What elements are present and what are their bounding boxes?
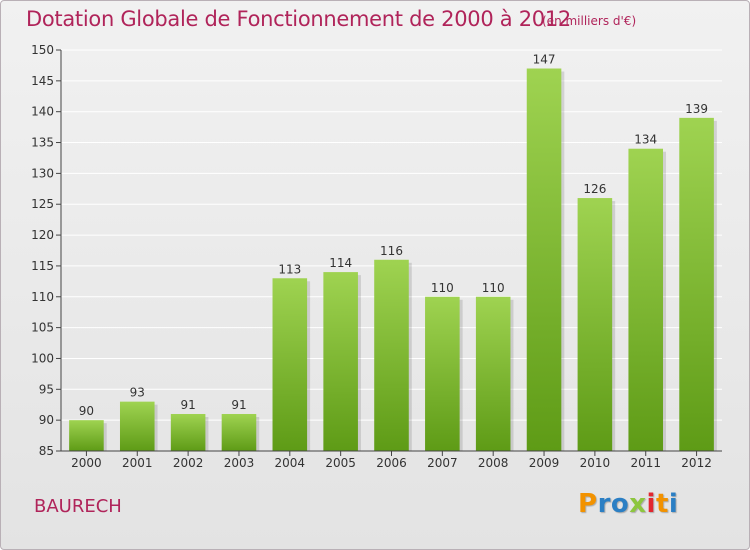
logo-letter: x — [629, 489, 647, 519]
data-label: 126 — [583, 182, 606, 196]
bar-2003 — [221, 413, 257, 451]
logo-letter: i — [668, 489, 679, 519]
x-tick-label: 2004 — [275, 456, 306, 470]
bar-2008 — [475, 296, 511, 451]
x-tick-label: 2010 — [580, 456, 611, 470]
y-tick-label: 95 — [39, 382, 54, 396]
proxiti-logo: Proxiti — [578, 489, 678, 519]
y-tick-label: 120 — [31, 228, 54, 242]
x-tick-label: 2006 — [376, 456, 407, 470]
bar-2010 — [577, 198, 613, 451]
chart-unit: (en milliers d'€) — [542, 14, 637, 28]
y-tick-label: 115 — [31, 259, 54, 273]
y-tick-label: 140 — [31, 105, 54, 119]
x-tick-label: 2008 — [478, 456, 509, 470]
bar-2006 — [374, 259, 409, 451]
y-tick-label: 85 — [39, 444, 54, 458]
logo-letter: o — [610, 489, 630, 519]
y-tick-label: 100 — [31, 351, 54, 365]
y-tick-label: 125 — [31, 197, 54, 211]
x-tick-label: 2001 — [122, 456, 153, 470]
data-label: 114 — [329, 256, 352, 270]
data-label: 139 — [685, 102, 708, 116]
chart-title: Dotation Globale de Fonctionnement de 20… — [26, 7, 571, 31]
y-tick-label: 110 — [31, 290, 54, 304]
bar-2004 — [272, 278, 308, 451]
data-label: 147 — [533, 53, 556, 67]
x-tick-label: 2002 — [173, 456, 204, 470]
y-tick-label: 90 — [39, 413, 54, 427]
y-tick-label: 135 — [31, 136, 54, 150]
bar-2011 — [628, 148, 664, 451]
y-tick-label: 105 — [31, 321, 54, 335]
data-label: 90 — [79, 404, 94, 418]
bar-2000 — [69, 420, 104, 451]
data-label: 110 — [482, 281, 505, 295]
bar-2007 — [425, 296, 460, 451]
x-tick-label: 2007 — [427, 456, 458, 470]
y-tick-label: 145 — [31, 74, 54, 88]
data-label: 134 — [634, 133, 657, 147]
bar-2009 — [526, 68, 562, 451]
x-tick-label: 2000 — [71, 456, 102, 470]
data-label: 113 — [278, 262, 301, 276]
data-label: 110 — [431, 281, 454, 295]
x-tick-label: 2011 — [630, 456, 661, 470]
x-tick-label: 2012 — [681, 456, 712, 470]
logo-letter: r — [597, 489, 611, 519]
y-tick-label: 150 — [31, 43, 54, 57]
y-tick-label: 130 — [31, 166, 54, 180]
data-label: 91 — [180, 398, 195, 412]
x-tick-label: 2003 — [224, 456, 255, 470]
logo-letter: i — [646, 489, 656, 519]
x-tick-label: 2009 — [529, 456, 560, 470]
data-label: 91 — [231, 398, 246, 412]
logo-letter: P — [578, 489, 598, 519]
bar-2001 — [119, 401, 155, 451]
x-tick-label: 2005 — [325, 456, 356, 470]
bar-2002 — [170, 413, 206, 451]
data-label: 116 — [380, 244, 403, 258]
bar-2005 — [323, 272, 358, 451]
bar-2012 — [679, 117, 714, 451]
data-label: 93 — [130, 386, 145, 400]
commune-name: BAURECH — [34, 496, 122, 517]
logo-letter: t — [655, 489, 669, 519]
